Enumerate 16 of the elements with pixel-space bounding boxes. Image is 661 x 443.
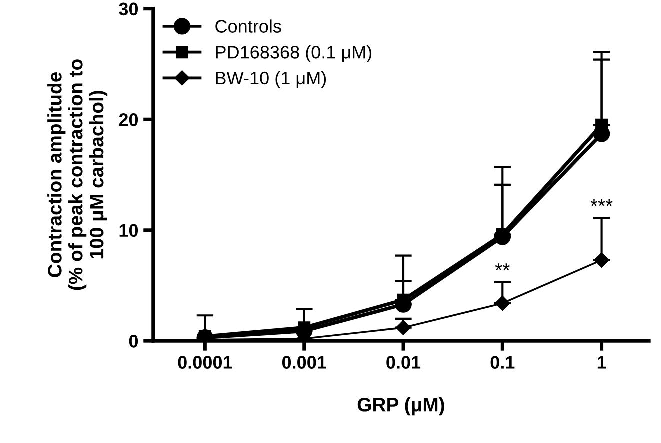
- legend-label: PD168368 (0.1 μM): [216, 46, 372, 62]
- annotation: **: [495, 264, 510, 270]
- x-tick-label: 1: [598, 356, 606, 369]
- legend-label: Controls: [216, 20, 282, 33]
- y-tick-label: 30: [119, 2, 138, 16]
- x-tick-label: 0.1: [490, 356, 515, 369]
- y-tick-label: 10: [120, 224, 138, 238]
- y-axis-title: Contraction amplitude (% of peak contraction to 100 μM carbachol): [48, 60, 108, 290]
- x-axis-title: GRP (μM): [358, 398, 444, 416]
- y-tick-label: 20: [119, 114, 138, 126]
- x-tick-label: 0.01: [386, 356, 421, 369]
- x-tick-label: 0.001: [282, 356, 326, 369]
- y-tick-label: 0: [129, 335, 138, 348]
- legend-label: BW-10 (1 μM): [216, 71, 326, 88]
- x-tick-label: 0.0001: [178, 356, 232, 369]
- annotation: ***: [590, 199, 613, 206]
